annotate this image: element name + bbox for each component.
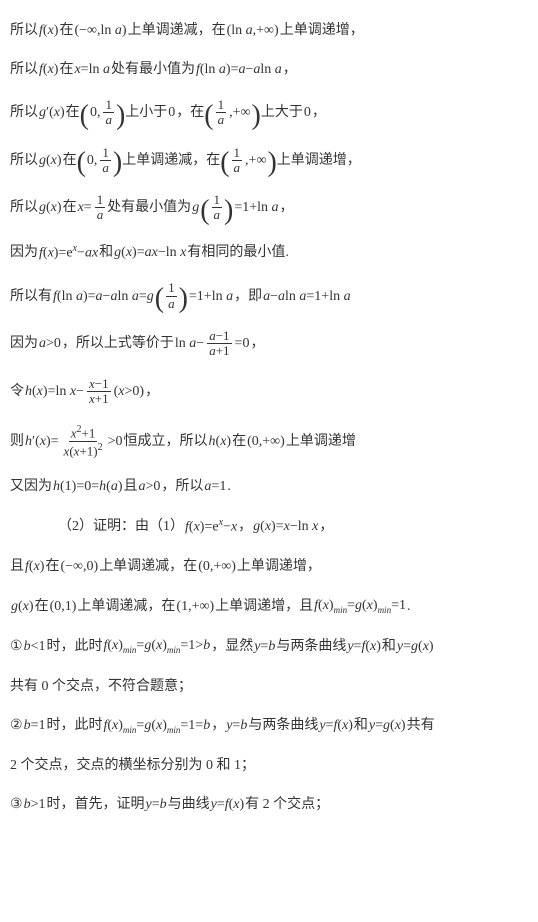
line-18: 2 个交点，交点的横坐标分别为 0 和 1； (10, 755, 528, 776)
line-1: 所以 f(x) 在 (−∞,ln a) 上单调递减，在 (ln a,+∞) 上单… (10, 20, 528, 41)
line-17: ② b=1 时，此时 f(x)min=g(x)min=1=b ， y=b 与两条… (10, 715, 528, 737)
line-5: 所以 g(x) 在 x= 1a 处有最小值为 g ( 1a ) =1+ln a … (10, 193, 528, 223)
line-9: 令 h(x)=ln x− x−1x+1 (x>0) ， (10, 377, 528, 407)
line-10: 则 h′(x)= x2+1x(x+1)2 >0 恒成立，所以 h(x) 在 (0… (10, 424, 528, 458)
line-8: 因为 a>0 ，所以上式等价于 ln a− a−1a+1 =0 ， (10, 329, 528, 359)
line-16: 共有 0 个交点，不符合题意； (10, 676, 528, 697)
line-15: ① b<1 时，此时 f(x)min=g(x)min=1>b ，显然 y=b 与… (10, 635, 528, 657)
line-11: 又因为 h(1)=0=h(a) 且 a>0 ，所以 a=1 . (10, 476, 528, 497)
line-14: g(x) 在 (0,1) 上单调递减，在 (1,+∞) 上单调递增，且 f(x)… (10, 595, 528, 617)
line-4: 所以 g(x) 在 (0, 1a ) 上单调递减，在 ( 1a ,+∞ ) 上单… (10, 146, 528, 176)
line-12: （2）证明：由（1） f(x)=ex−x ， g(x)=x−ln x ， (10, 515, 528, 538)
line-7: 所以有 f(ln a)=a−aln a=g ( 1a ) =1+ln a ，即 … (10, 281, 528, 311)
line-3: 所以 g′(x) 在 (0, 1a ) 上小于0 ，在 ( 1a ,+∞ ) 上… (10, 98, 528, 128)
line-2: 所以 f(x) 在 x=ln a 处有最小值为 f(ln a)=a−aln a … (10, 59, 528, 80)
line-6: 因为 f(x)=ex−ax 和 g(x)=ax−ln x 有相同的最小值. (10, 241, 528, 264)
line-19: ③ b>1 时，首先，证明 y=b 与曲线 y=f(x) 有 2 个交点； (10, 794, 528, 815)
line-13: 且 f(x) 在 (−∞,0) 上单调递减，在 (0,+∞) 上单调递增， (10, 556, 528, 577)
